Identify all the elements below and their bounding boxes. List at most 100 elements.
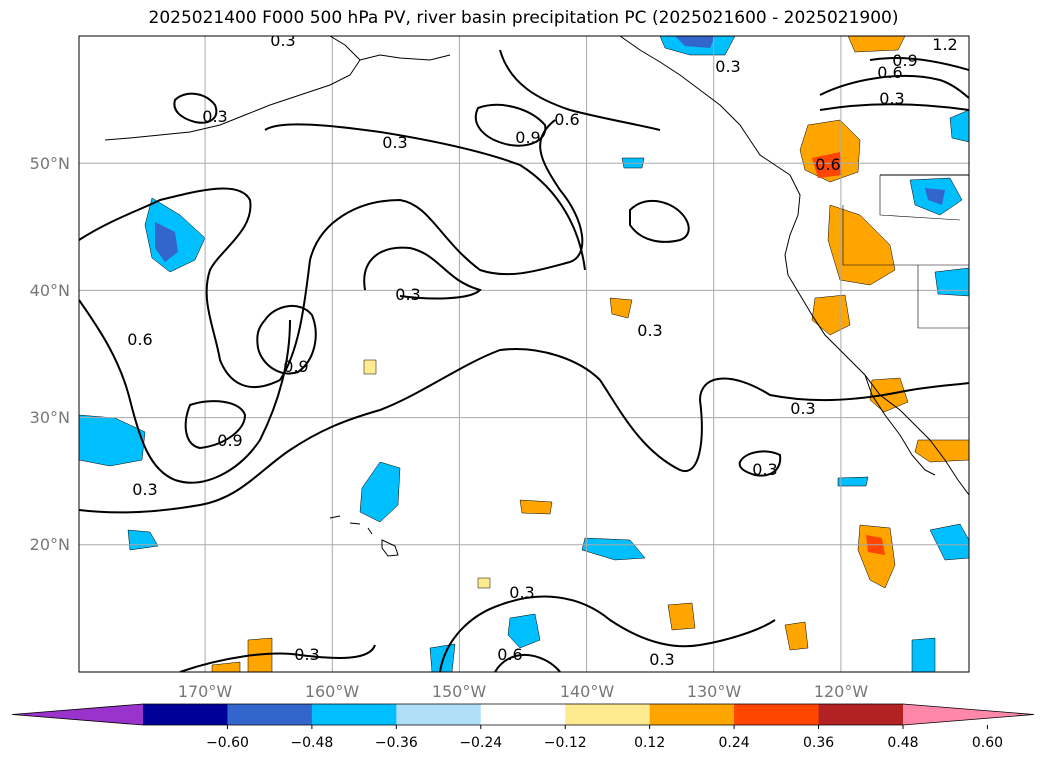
coastlines <box>104 36 969 557</box>
contour-label: 0.3 <box>202 107 227 126</box>
contour-label: 0.3 <box>509 583 534 602</box>
contour-0.3-alaska <box>499 49 661 131</box>
colorbar-tick-label: 0.24 <box>719 735 750 751</box>
pos-patch-23n <box>519 499 553 515</box>
colorbar: −0.60 −0.48 −0.36 −0.24 −0.12 0.12 0.24 0.36 0.4… <box>11 703 1035 751</box>
lon-label: 130°W <box>687 682 742 701</box>
contour-0.9-ne <box>869 57 969 71</box>
contour-0.3-upper <box>264 123 586 271</box>
chart-title: 2025021400 F000 500 hPa PV, river basin … <box>148 8 899 28</box>
pos-patch-38n <box>609 297 633 319</box>
colorbar-segment <box>565 704 651 725</box>
lon-label: 170°W <box>178 682 233 701</box>
lon-label: 150°W <box>432 682 487 701</box>
hawaii-islands <box>329 515 399 557</box>
lat-label: 30°N <box>30 408 70 427</box>
contour-label: 0.3 <box>752 460 777 479</box>
contour-label: 0.3 <box>790 399 815 418</box>
contour-label: 0.3 <box>879 89 904 108</box>
contour-label: 0.3 <box>395 285 420 304</box>
colorbar-segment <box>734 704 820 725</box>
lat-labels: 20°N 30°N 40°N 50°N <box>30 154 70 554</box>
colorbar-segment <box>143 704 228 725</box>
lon-label: 140°W <box>560 682 615 701</box>
contour-label: 0.3 <box>132 480 157 499</box>
contour-label: 0.9 <box>217 431 242 450</box>
colorbar-segment <box>227 704 313 725</box>
contour-0.3-sw <box>179 644 376 672</box>
contour-0.3-aleutian <box>173 92 218 124</box>
contour-label: 0.3 <box>649 650 674 669</box>
contour-0.3-pacific <box>629 199 690 243</box>
neg-patch-east-47n-core <box>925 188 945 205</box>
neg-patch-east-20n <box>929 523 969 561</box>
us-west-coast <box>784 174 969 496</box>
gridlines <box>79 36 969 672</box>
colorbar-extend-min <box>12 704 143 725</box>
neg-patch-south-c <box>911 637 936 672</box>
contour-label: 0.6 <box>497 645 522 664</box>
contour-0.3-south <box>439 595 776 672</box>
pos-patch-12n-b <box>211 661 241 672</box>
contour-label: 0.6 <box>815 155 840 174</box>
contour-label: 0.3 <box>715 57 740 76</box>
pos-patch-nw-coast-core <box>812 152 842 178</box>
colorbar-segment <box>818 704 904 725</box>
colorbar-tick-label: −0.12 <box>544 735 587 751</box>
colorbar-tick-label: −0.60 <box>206 735 249 751</box>
contour-label: 0.3 <box>637 321 662 340</box>
contour-label: 0.3 <box>294 645 319 664</box>
neg-patch-hawaii <box>359 461 401 523</box>
lat-label: 50°N <box>30 154 70 173</box>
contour-label: 0.3 <box>382 133 407 152</box>
pos-patch-mexico <box>914 439 969 463</box>
state-lines <box>842 175 969 329</box>
contour-label: 0.9 <box>892 51 917 70</box>
contour-label: 0.9 <box>283 357 308 376</box>
neg-patch-south <box>507 613 541 649</box>
map-frame <box>78 35 970 673</box>
colorbar-extend-max <box>903 704 1034 725</box>
contour-label: 0.9 <box>515 128 540 147</box>
contour-0.6-west <box>79 299 291 484</box>
neg-patch-east-52n <box>949 109 969 143</box>
colorbar-tick-label: −0.48 <box>290 735 333 751</box>
pv-contours <box>79 49 969 672</box>
lat-label: 40°N <box>30 281 70 300</box>
colorbar-tick-label: −0.24 <box>459 735 502 751</box>
lon-label: 120°W <box>814 682 869 701</box>
pos-patch-34n <box>363 359 377 375</box>
contour-0.3-mid <box>363 246 482 300</box>
contour-label: 0.3 <box>270 31 295 50</box>
colorbar-segment <box>649 704 735 725</box>
colorbar-outline <box>11 703 1035 726</box>
colorbar-tick-label: 0.36 <box>803 735 834 751</box>
pos-patch-14n-a <box>667 602 696 631</box>
pos-patch-17n <box>477 577 491 589</box>
lat-label: 20°N <box>30 535 70 554</box>
baja-peninsula <box>864 374 936 476</box>
colorbar-segment <box>396 704 482 725</box>
neg-patch-east-40n <box>934 267 969 297</box>
contour-labels: 0.3 0.3 0.3 0.3 0.3 0.3 0.3 0.3 0.3 0.3 … <box>127 31 957 669</box>
alaska-panhandle <box>619 36 791 176</box>
contour-label: 0.6 <box>127 330 152 349</box>
colorbar-tick-label: 0.48 <box>887 735 918 751</box>
alaska-coast-east <box>359 54 451 61</box>
contour-0.3-small <box>738 450 782 477</box>
pos-patch-alaska-bay <box>847 36 906 53</box>
contour-label: 0.6 <box>877 63 902 82</box>
neg-patch-aleutian-core <box>155 222 178 262</box>
contour-0.9-loop <box>184 400 247 450</box>
contour-0.3-long <box>79 348 969 514</box>
colorbar-tick-label: 0.60 <box>972 735 1003 751</box>
neg-patch-alaska-core <box>675 36 715 48</box>
contour-0.6-south <box>494 653 561 672</box>
contour-label: 0.6 <box>554 110 579 129</box>
contour-0.9-oval <box>256 305 317 375</box>
colorbar-segment <box>480 704 566 725</box>
contour-0.3-ne <box>819 103 969 111</box>
precip-shading <box>79 36 969 672</box>
contour-label: 1.2 <box>932 35 957 54</box>
